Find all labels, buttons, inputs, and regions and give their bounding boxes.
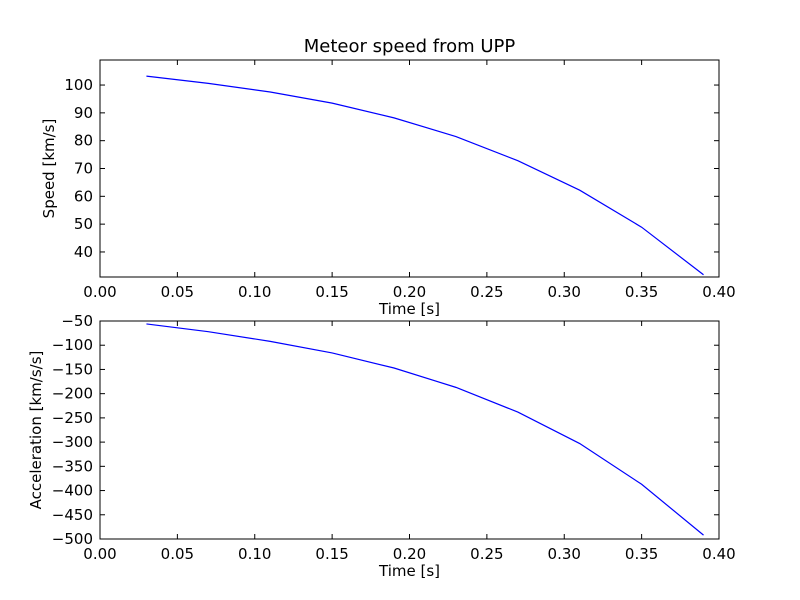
speed-y-tick-label: 100	[64, 76, 93, 94]
acceleration-y-tick-label: −450	[52, 506, 93, 524]
speed-y-tick-label: 60	[74, 187, 93, 205]
acceleration-y-tick-label: −200	[52, 385, 93, 403]
acceleration-x-tick-label: 0.35	[625, 545, 658, 563]
acceleration-y-tick-label: −400	[52, 482, 93, 500]
speed-chart-title: Meteor speed from UPP	[304, 36, 516, 57]
acceleration-y-axis-label: Acceleration [km/s/s]	[27, 351, 45, 510]
speed-chart: 0.00 0.05 0.10 0.15 0.20 0.25 0.30 0.35 0.40 40 50…	[40, 36, 736, 318]
speed-y-tick-label: 90	[74, 104, 93, 122]
speed-series-line	[146, 75, 704, 276]
speed-y-tick-label: 70	[74, 160, 93, 178]
speed-y-tick-label: 80	[74, 132, 93, 150]
speed-x-tick-label: 0.15	[315, 283, 348, 301]
acceleration-x-axis-label: Time [s]	[378, 562, 440, 580]
speed-x-tick-label: 0.35	[625, 283, 658, 301]
acceleration-x-tick-label: 0.40	[702, 545, 735, 563]
speed-x-tick-label: 0.25	[470, 283, 503, 301]
speed-y-tick-label: 40	[74, 243, 93, 261]
acceleration-y-tick-label: −300	[52, 433, 93, 451]
acceleration-x-tick-label: 0.05	[161, 545, 194, 563]
speed-y-axis-label: Speed [km/s]	[40, 119, 58, 219]
speed-x-tick-label: 0.00	[83, 283, 116, 301]
speed-x-tick-label: 0.05	[161, 283, 194, 301]
acceleration-x-tick-label: 0.30	[548, 545, 581, 563]
speed-x-axis-label: Time [s]	[378, 300, 440, 318]
acceleration-x-tick-label: 0.25	[470, 545, 503, 563]
acceleration-y-tick-label: −500	[52, 530, 93, 548]
acceleration-x-tick-label: 0.15	[315, 545, 348, 563]
acceleration-y-tick-label: −250	[52, 409, 93, 427]
acceleration-x-tick-label: 0.10	[238, 545, 271, 563]
acceleration-series-line	[146, 323, 704, 536]
acceleration-y-tick-label: −150	[52, 360, 93, 378]
acceleration-y-tick-label: −50	[61, 312, 93, 330]
acceleration-chart: 0.00 0.05 0.10 0.15 0.20 0.25 0.30 0.35 0.40 −500…	[27, 312, 736, 580]
acceleration-y-tick-label: −350	[52, 457, 93, 475]
acceleration-x-tick-label: 0.00	[83, 545, 116, 563]
acceleration-y-tick-label: −100	[52, 336, 93, 354]
speed-y-tick-label: 50	[74, 215, 93, 233]
speed-x-tick-label: 0.10	[238, 283, 271, 301]
speed-x-tick-label: 0.20	[393, 283, 426, 301]
acceleration-x-tick-label: 0.20	[393, 545, 426, 563]
speed-x-tick-label: 0.30	[548, 283, 581, 301]
speed-x-tick-label: 0.40	[702, 283, 735, 301]
